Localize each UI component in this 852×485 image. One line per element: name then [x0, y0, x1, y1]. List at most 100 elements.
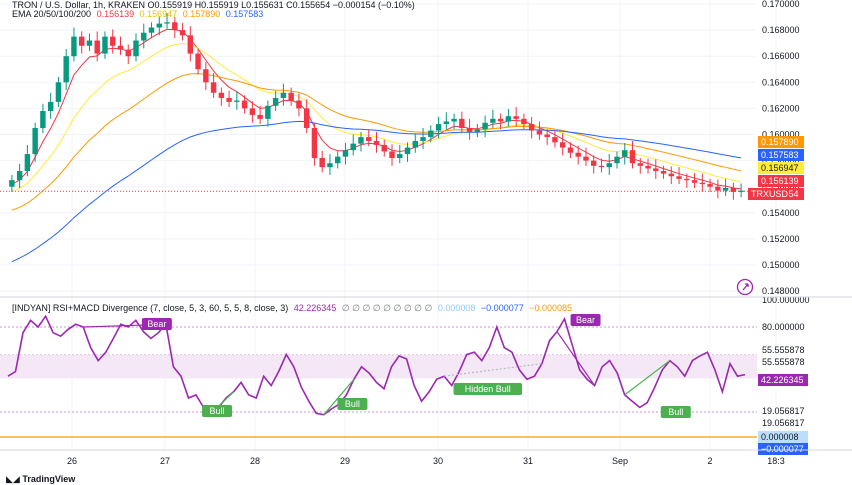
candle-body — [94, 40, 100, 54]
indicator-title: [INDYAN] RSI+MACD Divergence (7, close, … — [12, 303, 289, 313]
candle-body — [404, 147, 411, 155]
rsi-badge-text: 0.000008 — [761, 432, 799, 442]
candle-body — [598, 165, 605, 168]
ema-50-value: 0.156947 — [139, 9, 178, 19]
candle-body — [544, 134, 550, 138]
candle-body — [684, 178, 690, 181]
candle-body — [78, 36, 85, 46]
bull-divergence-line — [323, 378, 355, 416]
candle-body — [676, 176, 682, 179]
ema-50-line — [11, 42, 742, 192]
rsi-tick-label: 55.555878 — [762, 357, 805, 367]
candle-body — [381, 144, 387, 152]
candle-body — [552, 137, 558, 143]
ema-legend[interactable]: EMA 20/50/100/200 0.156139 0.156947 0.15… — [12, 9, 266, 19]
candle-body — [272, 97, 279, 106]
candle-body — [606, 163, 612, 168]
time-tick-label: 27 — [160, 456, 170, 466]
price-badge — [758, 149, 804, 161]
candle-body — [645, 165, 651, 169]
price-badge-text: 0.156947 — [761, 163, 799, 173]
candle-body — [110, 36, 116, 46]
bear-divergence-line — [556, 331, 596, 386]
indicator-legend[interactable]: [INDYAN] RSI+MACD Divergence (7, close, … — [12, 303, 575, 314]
ema-200-line — [11, 120, 742, 263]
indicator-value-2: 0.000008 — [437, 303, 476, 313]
candle-body — [187, 35, 194, 54]
bear-signal-badge — [141, 318, 172, 330]
time-tick-label: Sep — [612, 456, 628, 466]
rsi-badge — [758, 431, 808, 443]
time-tick-label: 29 — [340, 456, 350, 466]
candle-body — [164, 22, 170, 24]
candle-body — [490, 118, 496, 123]
candle-body — [311, 127, 318, 158]
candle-body — [567, 147, 574, 153]
candle-body — [420, 137, 426, 142]
candle-body — [179, 30, 186, 36]
candle-body — [319, 157, 325, 168]
candle-body — [71, 36, 77, 57]
candle-body — [210, 82, 217, 93]
rsi-badge — [758, 374, 808, 386]
symbol-badge-text: TRXUSD — [751, 189, 789, 199]
ema-20-line — [11, 28, 742, 190]
candle-body — [9, 180, 15, 187]
price-tick-label: 0.154000 — [762, 208, 800, 218]
candle-body — [451, 118, 457, 122]
tradingview-logo[interactable]: ◣◢ TradingView — [6, 474, 75, 485]
price-badge-text: 0.156139 — [761, 176, 799, 186]
price-tick-label: 0.166000 — [762, 51, 800, 61]
candle-body — [505, 116, 512, 122]
candle-body — [591, 160, 597, 166]
time-tick-label: 26 — [67, 456, 77, 466]
ema-100-line — [11, 73, 742, 211]
price-badge-text: 0.157583 — [761, 150, 799, 160]
candle-body — [637, 163, 643, 166]
candle-body — [241, 100, 248, 109]
rsi-badge-text: −0.000077 — [761, 444, 804, 454]
rsi-badge-text: 42.226345 — [761, 375, 804, 385]
candle-body — [265, 105, 271, 119]
indicator-value-4: −0.000085 — [529, 303, 573, 313]
candle-body — [691, 180, 698, 183]
candle-body — [334, 156, 341, 164]
bull-signal-badge — [660, 406, 691, 418]
price-tick-label: 0.160000 — [762, 130, 800, 140]
time-tick-label: 18:3 — [767, 456, 785, 466]
bear-signal-label: Bear — [576, 315, 595, 325]
candle-body — [474, 129, 481, 132]
candle-body — [148, 27, 155, 33]
price-badge — [758, 175, 804, 187]
price-tick-label: 0.150000 — [762, 260, 800, 270]
candle-body — [513, 116, 519, 119]
rsi-tick-label: 100.000000 — [762, 295, 810, 305]
time-tick-label: 31 — [523, 456, 533, 466]
candle-body — [482, 122, 488, 130]
bull-signal-label: Hidden Bull — [465, 384, 511, 394]
candle-body — [234, 100, 240, 102]
candle-body — [47, 101, 54, 112]
price-tick-label: 0.152000 — [762, 234, 800, 244]
candle-body — [528, 124, 535, 131]
rsi-tick-label: 55.555878 — [762, 345, 805, 355]
price-tick-label: 0.162000 — [762, 103, 800, 113]
ema-20-value: 0.156139 — [96, 9, 135, 19]
rsi-tick-label: 80.000000 — [762, 322, 805, 332]
symbol-legend[interactable]: TRON / U.S. Dollar, 1h, KRAKEN O0.155919… — [12, 0, 418, 10]
candle-body — [218, 92, 225, 98]
alert-icon[interactable] — [736, 278, 754, 296]
candle-body — [583, 156, 589, 161]
candle-body — [40, 111, 46, 128]
candle-body — [249, 108, 256, 115]
bull-signal-label: Bull — [345, 399, 360, 409]
price-badge — [758, 136, 804, 148]
time-tick-label: 2 — [707, 456, 712, 466]
candle-body — [24, 154, 31, 172]
candle-body — [342, 150, 349, 157]
candle-body — [428, 130, 434, 138]
candle-body — [195, 53, 201, 70]
bear-signal-label: Bear — [147, 319, 166, 329]
candle-body — [257, 114, 263, 119]
